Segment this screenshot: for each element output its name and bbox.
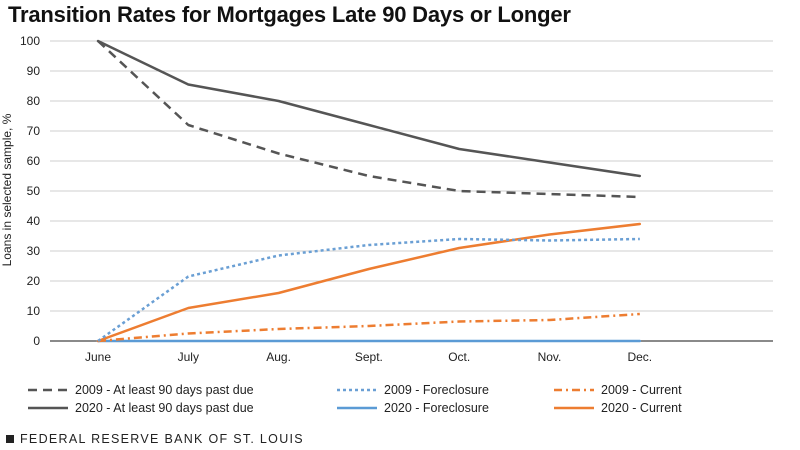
footer-source: FEDERAL RESERVE BANK OF ST. LOUIS [6,432,304,446]
footer-text: FEDERAL RESERVE BANK OF ST. LOUIS [20,432,304,446]
y-tick-label: 10 [27,304,41,318]
x-tick-label: June [85,350,111,364]
x-tick-label: Dec. [627,350,652,364]
series-lines [96,39,642,343]
legend-label-0: 2009 - At least 90 days past due [75,383,254,397]
series-line-4 [97,312,640,343]
y-tick-label: 80 [27,94,41,108]
legend-label-2: 2009 - Foreclosure [384,383,489,397]
legend-label-5: 2020 - Current [601,401,682,415]
y-tick-label: 40 [27,214,41,228]
y-tick-label: 30 [27,244,41,258]
x-tick-label: July [178,350,199,364]
chart-title: Transition Rates for Mortgages Late 90 D… [8,2,571,27]
x-tick-label: Oct. [448,350,470,364]
y-axis-label: Loans in selected sample, % [0,113,14,266]
y-tick-label: 0 [33,334,40,348]
y-tick-label: 50 [27,184,41,198]
grid-lines [50,40,773,342]
y-tick-labels: 0 10 20 30 40 50 60 70 80 90 100 [20,34,40,348]
legend-label-3: 2020 - Foreclosure [384,401,489,415]
legend-label-1: 2020 - At least 90 days past due [75,401,254,415]
x-tick-labels: June July Aug. Sept. Oct. Nov. Dec. [85,350,652,364]
y-tick-label: 70 [27,124,41,138]
legend-label-4: 2009 - Current [601,383,682,397]
y-tick-label: 100 [20,34,40,48]
series-line-5 [96,222,642,343]
series-line-0 [97,40,640,199]
y-tick-label: 20 [27,274,41,288]
legend: 2009 - At least 90 days past due 2020 - A… [28,383,682,415]
y-tick-label: 60 [27,154,41,168]
x-tick-label: Aug. [266,350,291,364]
footer-square-icon [6,435,14,443]
x-tick-label: Nov. [538,350,562,364]
y-tick-label: 90 [27,64,41,78]
series-line-1 [96,39,642,178]
series-line-2 [97,237,640,343]
x-tick-label: Sept. [355,350,383,364]
